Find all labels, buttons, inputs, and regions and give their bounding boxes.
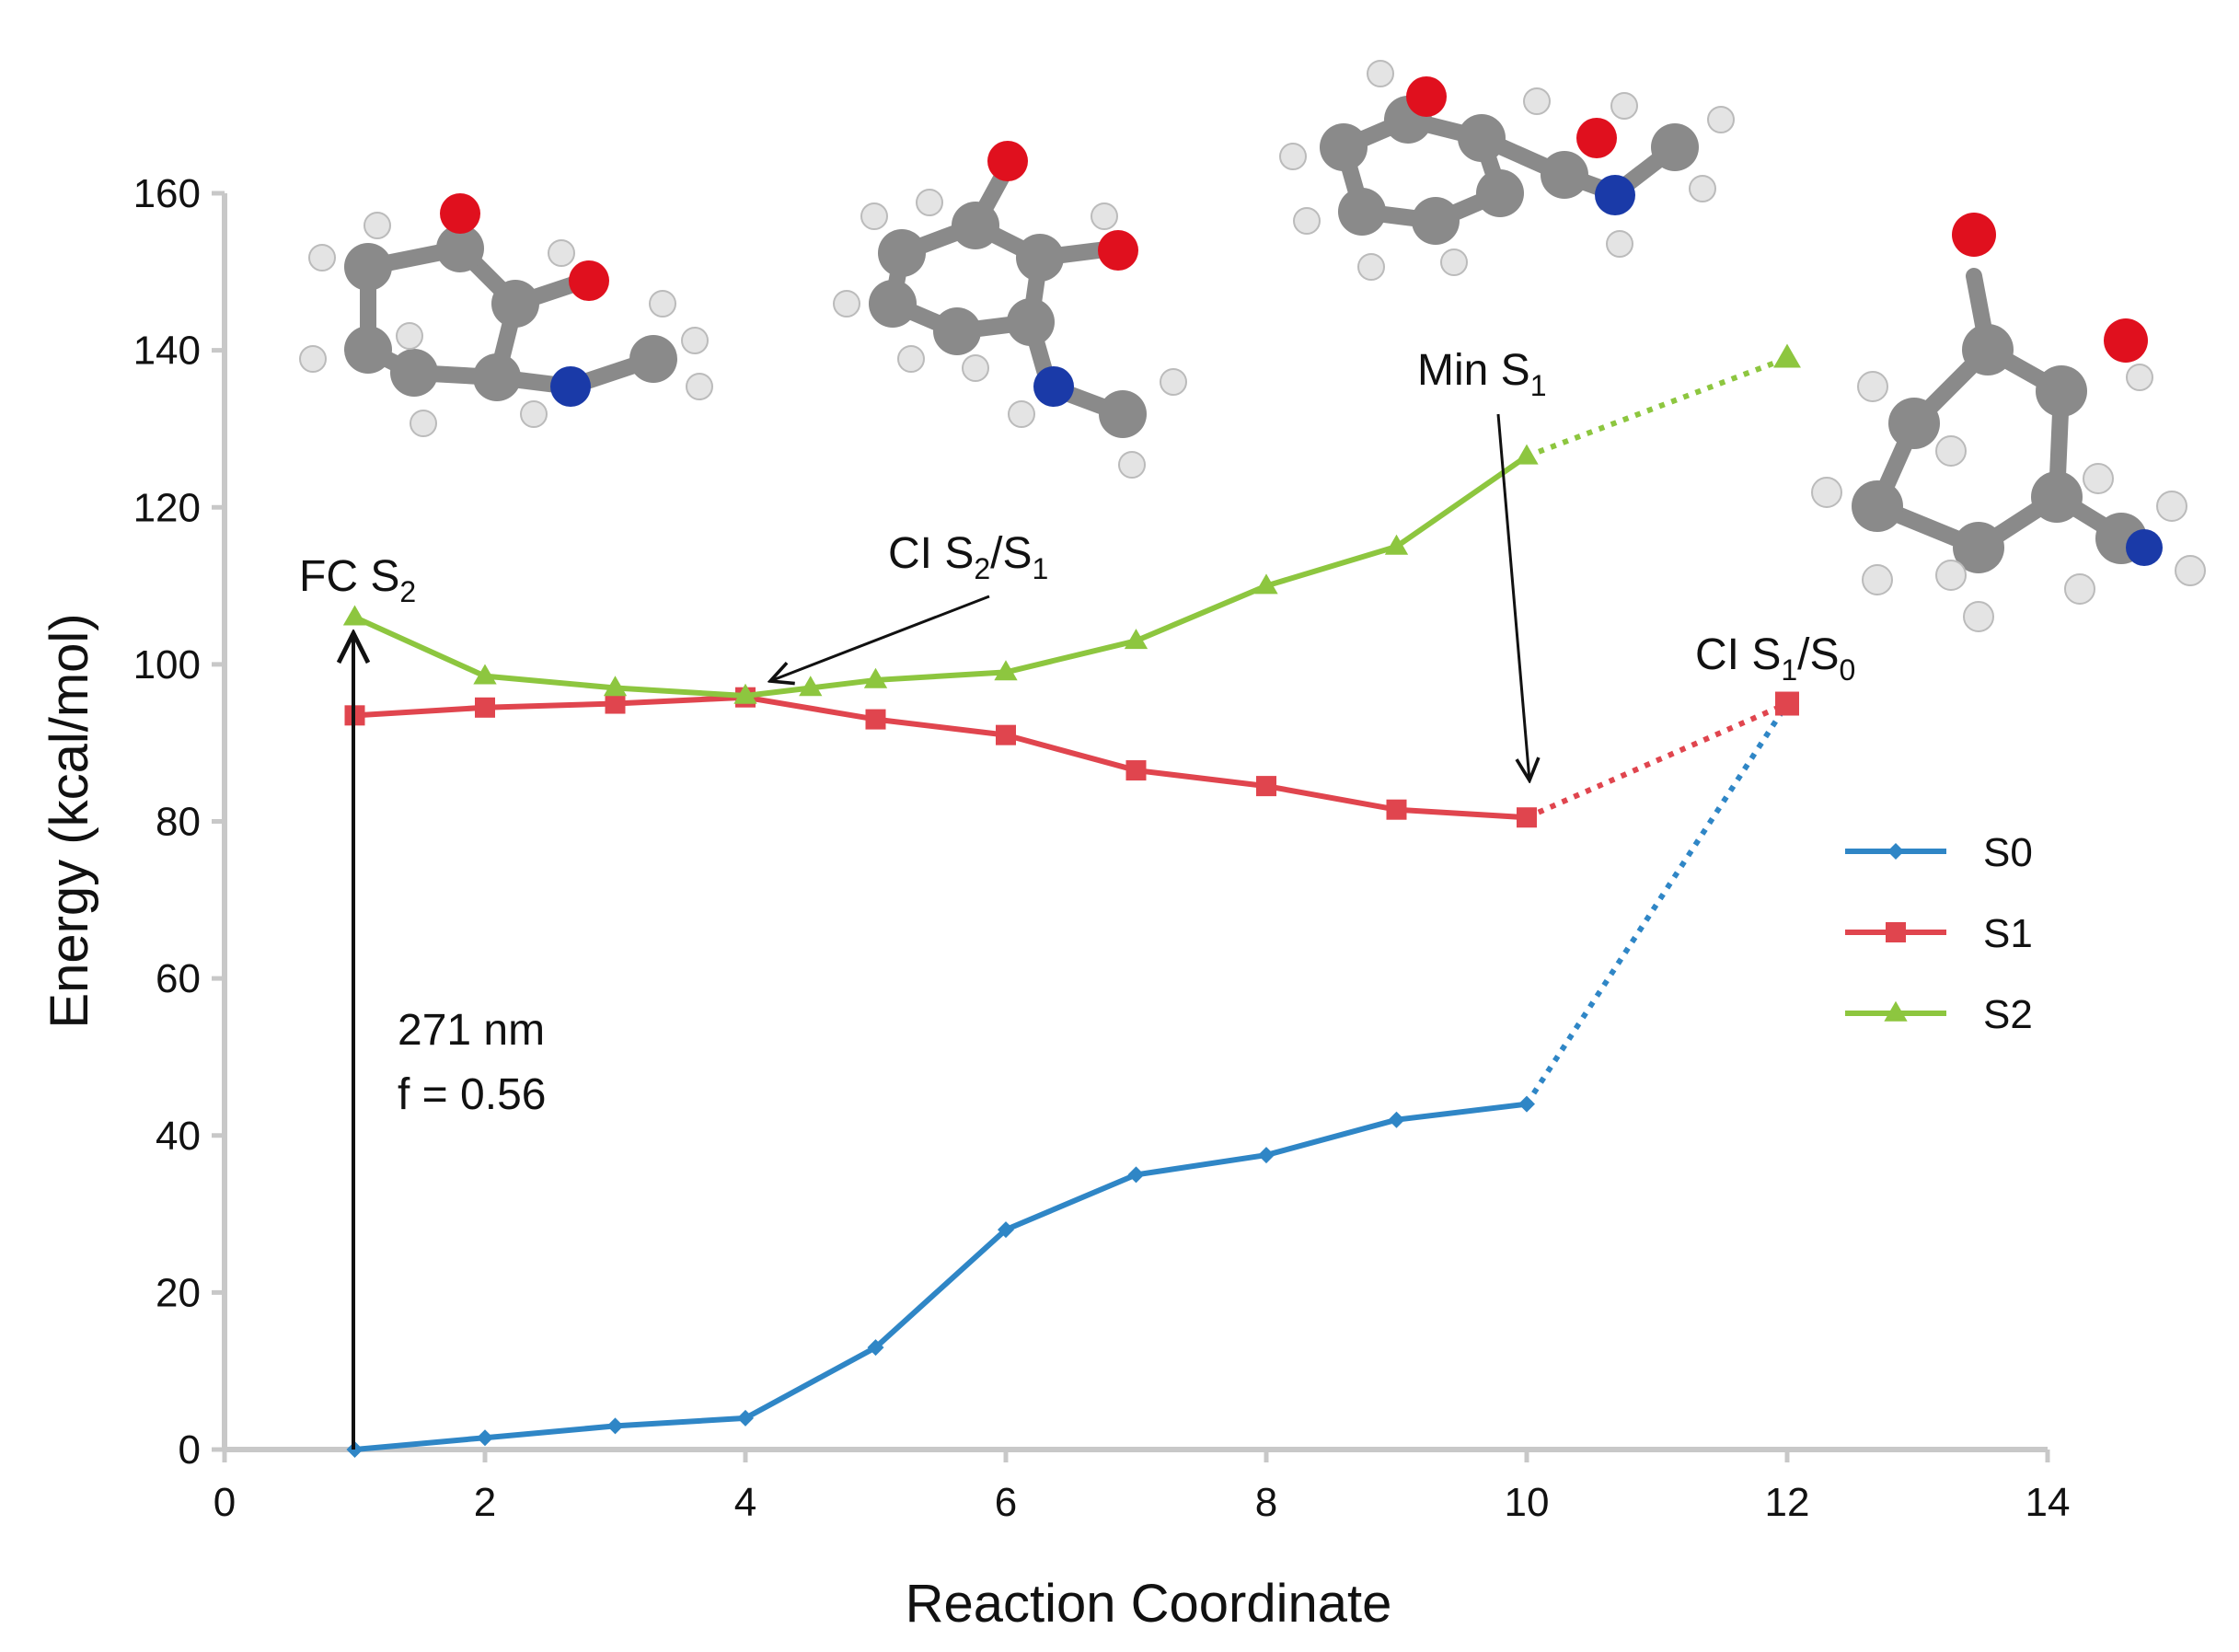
- series-s1-point: [1256, 776, 1276, 797]
- series-s0-point: [1127, 1166, 1145, 1184]
- x-axis-title: Reaction Coordinate: [906, 1574, 1392, 1634]
- x-tick-label: 6: [995, 1480, 1017, 1525]
- legend-swatch-marker: [1887, 843, 1904, 860]
- ci-s2-s1-label: CI S2/S1: [888, 529, 1048, 585]
- x-tick-label: 4: [734, 1480, 756, 1525]
- x-tick-label: 12: [1765, 1480, 1810, 1525]
- min-s1-label-base: Min S: [1417, 346, 1530, 395]
- ci-s1-s0-label-base: CI S: [1695, 630, 1781, 679]
- excitation-wavelength-label: 271 nm: [398, 1006, 545, 1055]
- molecule-structure-1: [299, 193, 713, 437]
- x-tick-label: 2: [474, 1480, 496, 1525]
- y-tick-label: 40: [156, 1114, 201, 1159]
- legend-label: S2: [1983, 992, 2033, 1037]
- series-s2: [342, 343, 1801, 704]
- series-s2-point: [1254, 573, 1278, 595]
- legend-item-s0: S0: [1845, 830, 2033, 875]
- y-tick-label: 80: [156, 800, 201, 845]
- y-tick-label: 0: [179, 1427, 201, 1473]
- legend-label: S1: [1983, 911, 2033, 956]
- min-s1-label-sub: 1: [1530, 369, 1547, 402]
- series-s0-point: [737, 1409, 754, 1427]
- legend-swatch-marker: [1886, 922, 1906, 942]
- series-s1: [344, 687, 1799, 828]
- series-s1-point: [475, 697, 495, 718]
- y-tick-label: 100: [133, 642, 201, 687]
- oscillator-strength-label: f = 0.56: [398, 1070, 546, 1119]
- ci-s2-s1-arrow: [770, 595, 990, 681]
- ci-s2-s1-label-base: CI S: [888, 529, 974, 578]
- series-s1-endpoint: [1775, 691, 1799, 716]
- series-s1-point: [1517, 807, 1537, 828]
- series-s2-point: [473, 664, 497, 685]
- y-axis-title: Energy (kcal/mol): [40, 613, 99, 1028]
- legend-label: S0: [1983, 830, 2033, 875]
- legend-item-s1: S1: [1845, 911, 2033, 956]
- series-s2-point: [863, 667, 888, 688]
- series-s1-point: [1125, 760, 1147, 781]
- legend: S0 S1 S2: [1845, 830, 2033, 1037]
- series-s2-point: [1515, 444, 1539, 465]
- molecule-structure-3: [1279, 60, 1735, 281]
- series-s1-line: [354, 694, 1528, 821]
- fc-s2-label-base: FC S: [299, 552, 399, 601]
- molecule-structure-4: [1811, 213, 2206, 632]
- series-s2-dotted-extension: [1525, 355, 1789, 459]
- series-s0: [346, 693, 1797, 1458]
- series-s2-point: [603, 676, 628, 697]
- series-s2-point: [1384, 534, 1409, 555]
- x-tick-label: 0: [214, 1480, 236, 1525]
- y-tick-label: 160: [133, 171, 201, 216]
- ci-s1-s0-label-mid: /S: [1797, 630, 1839, 679]
- series-s1-point: [605, 693, 626, 714]
- series-s0-line: [354, 1101, 1528, 1452]
- min-s1-arrow: [1496, 413, 1529, 780]
- series-s0-point: [477, 1429, 493, 1447]
- y-tick-label: 120: [133, 485, 201, 530]
- x-tick-label: 14: [2025, 1480, 2071, 1525]
- series-s2-point: [342, 605, 367, 626]
- series-s0-dotted-extension: [1524, 701, 1790, 1106]
- series-s2-point: [1124, 629, 1148, 650]
- series-s0-point: [1518, 1095, 1535, 1113]
- series-s1-point: [996, 724, 1016, 745]
- ci-s2-s1-label-sub: 2: [974, 552, 990, 585]
- x-tick-label: 10: [1505, 1480, 1550, 1525]
- y-ticks: 0 20 40 60 80 100 120 140 160: [133, 171, 225, 1473]
- series-layer: [342, 343, 1801, 1458]
- legend-swatch-marker: [1884, 1000, 1908, 1022]
- series-s2-point: [733, 683, 757, 704]
- ci-s1-s0-label-sub2: 0: [1840, 653, 1856, 687]
- series-s1-dotted-extension: [1525, 700, 1789, 820]
- fc-s2-label: FC S2: [299, 552, 416, 608]
- y-tick-label: 60: [156, 956, 201, 1001]
- series-s0-point: [998, 1221, 1014, 1239]
- y-tick-label: 140: [133, 329, 201, 374]
- y-tick-label: 20: [156, 1270, 201, 1315]
- ci-s2-s1-label-mid: /S: [990, 529, 1032, 578]
- fc-s2-label-sub: 2: [399, 575, 416, 608]
- ci-s2-s1-label-sub2: 1: [1033, 552, 1049, 585]
- x-tick-label: 8: [1255, 1480, 1277, 1525]
- ci-s1-s0-label: CI S1/S0: [1695, 630, 1855, 687]
- x-ticks: 0 2 4 6 8 10 12 14: [214, 1450, 2071, 1525]
- series-s1-point: [1386, 799, 1407, 820]
- series-s0-point: [867, 1339, 884, 1357]
- series-s1-point: [865, 709, 886, 730]
- series-s0-point: [606, 1417, 624, 1435]
- series-s2-point: [799, 676, 823, 697]
- molecule-structure-2: [833, 141, 1187, 479]
- series-s0-point: [1258, 1147, 1275, 1164]
- min-s1-label: Min S1: [1417, 346, 1547, 402]
- ci-s1-s0-label-sub: 1: [1781, 653, 1797, 687]
- series-s2-point: [994, 660, 1018, 681]
- series-s2-endpoint: [1773, 343, 1801, 368]
- legend-item-s2: S2: [1845, 992, 2033, 1037]
- series-s0-point: [1388, 1111, 1405, 1128]
